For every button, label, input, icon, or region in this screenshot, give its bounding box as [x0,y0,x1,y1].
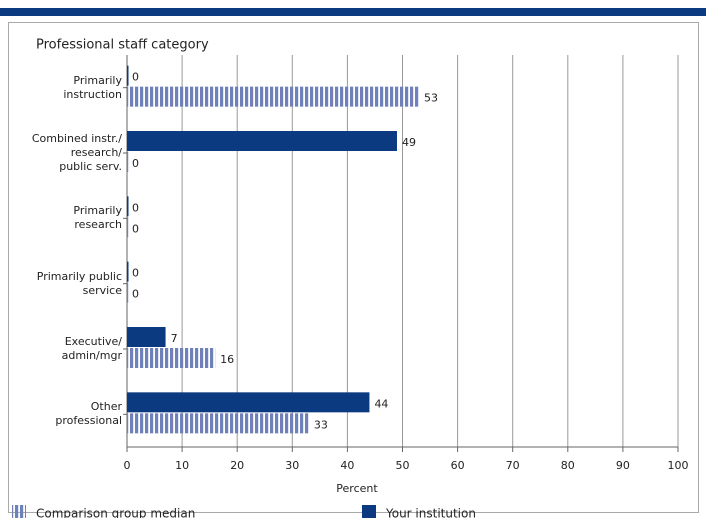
bar [127,282,129,303]
bar [127,392,370,413]
legend-swatch [362,505,376,518]
value-label: 0 [132,71,139,84]
bar [127,348,216,368]
value-label: 7 [171,332,178,345]
bar [127,65,129,86]
bar [127,131,397,151]
x-tick-label: 10 [175,459,189,472]
x-tick-label: 80 [561,459,575,472]
value-label: 33 [314,418,328,431]
value-label: 0 [132,288,139,301]
x-tick-label: 0 [124,459,131,472]
y-tick-label: Primarily public service [36,269,122,297]
legend-label: Comparison group median [36,507,195,518]
value-label: 0 [132,267,139,280]
x-tick-label: 40 [340,459,354,472]
value-label: 44 [374,397,388,410]
header-band [0,8,706,16]
y-tick-label: Combined instr./ research/ public serv. [31,132,122,173]
bar [127,413,309,434]
legend-label: Your institution [385,507,476,518]
chart-title: Professional staff category [36,38,209,53]
value-label: 0 [132,222,139,235]
value-label: 0 [132,201,139,214]
value-label: 0 [132,157,139,170]
bar [127,152,129,172]
y-tick-label: Executive/ admin/mgr [61,335,122,362]
x-tick-label: 30 [285,459,299,472]
y-tick-label: Primarily research [73,204,122,232]
x-tick-label: 90 [616,459,630,472]
bar [127,86,420,107]
x-tick-label: 20 [230,459,244,472]
value-label: 49 [402,136,416,149]
bar [127,327,166,347]
x-tick-label: 70 [506,459,520,472]
legend-swatch [12,505,26,518]
x-tick-label: 50 [396,459,410,472]
value-label: 53 [424,92,438,105]
y-tick-label: Primarily instruction [63,73,122,101]
x-tick-label: 60 [451,459,465,472]
x-tick-label: 100 [668,459,689,472]
x-axis-label: Percent [336,482,378,495]
y-tick-label: Other professional [55,400,122,428]
bar [127,261,129,282]
bar [127,196,129,217]
value-label: 16 [220,353,234,366]
bar [127,217,129,238]
